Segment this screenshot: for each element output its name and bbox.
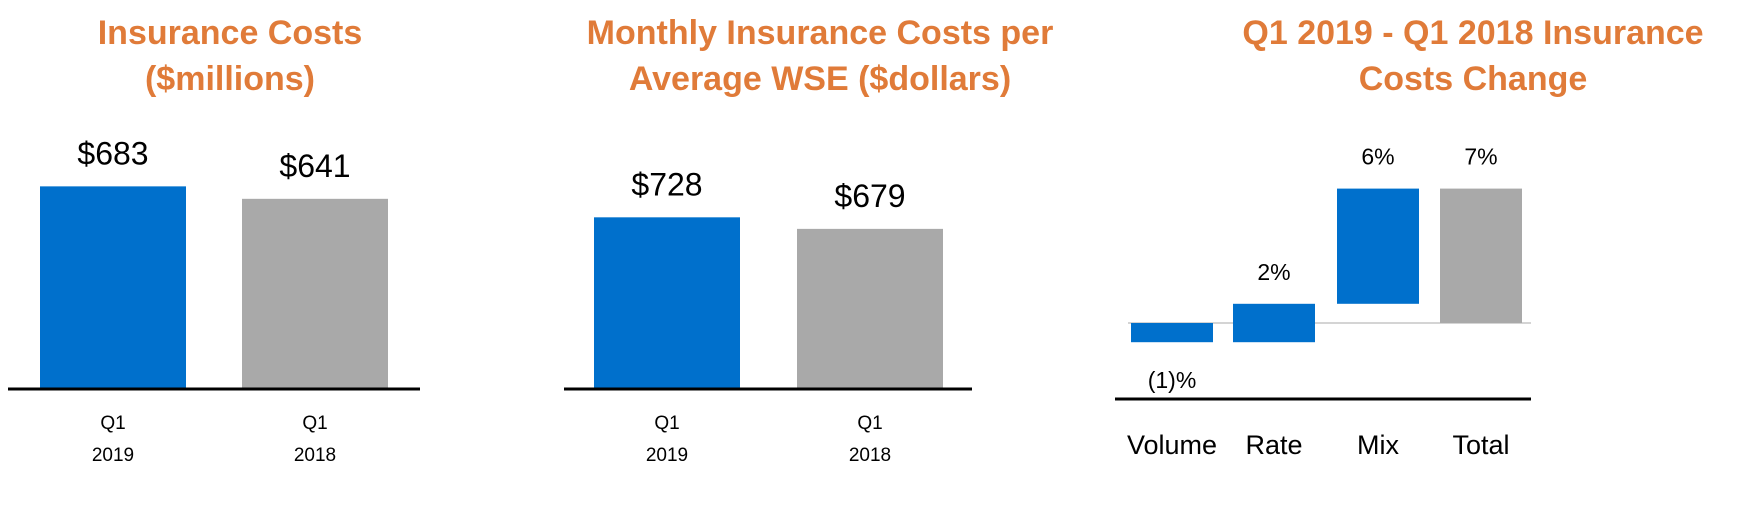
monthly-cost-per-wse-plot: $728 Q1 2019 $679 Q1 2018 [564,166,972,466]
x-tick-label: Q1 [654,413,679,434]
x-tick-label: Volume [1127,430,1217,460]
chart-title: Insurance Costs ($millions) [0,10,460,102]
bar-value-label: 6% [1361,144,1394,170]
chart-title: Q1 2019 - Q1 2018 Insurance Costs Change [1203,10,1743,102]
bar [594,217,740,389]
waterfall-bar [1131,323,1213,343]
insurance-costs-plot: $683 Q1 2019 $641 Q1 2018 [8,135,420,466]
bar-value-label: 7% [1464,144,1497,170]
x-tick-label: Total [1452,430,1509,460]
monthly-cost-per-wse-chart: Monthly Insurance Costs per Average WSE … [540,0,1100,520]
insurance-costs-chart: Insurance Costs ($millions) $683 Q1 2019 $6… [0,0,460,520]
x-tick-label: Q1 [100,413,125,434]
bar [242,198,388,389]
x-tick-label: Rate [1245,430,1302,460]
bar-value-label: $728 [631,166,702,202]
bar [797,228,943,389]
insurance-costs-change-chart: Q1 2019 - Q1 2018 Insurance Costs Change… [1115,0,1743,520]
chart-title-line-1: Monthly Insurance Costs per [586,14,1054,52]
insurance-costs-change-plot: (1)% Volume 2% Rate 6% Mix 7% Total [1115,144,1531,460]
chart-title-line-2: ($millions) [144,60,316,98]
bar-value-label: $679 [834,178,905,214]
x-tick-label: Q1 [302,413,327,434]
bar-value-label: 2% [1257,259,1290,285]
x-tick-label: Mix [1357,430,1399,460]
chart-title-line-2: Costs Change [1358,60,1588,98]
chart-title-line-2: Average WSE ($dollars) [628,60,1012,98]
bar-value-label: $683 [77,135,148,171]
x-tick-label: 2018 [294,445,336,466]
chart-title-line-1: Insurance Costs [97,14,363,52]
waterfall-bar [1233,303,1315,343]
bar-value-label: (1)% [1148,367,1197,393]
bar [40,186,186,389]
x-tick-label: 2019 [92,445,134,466]
waterfall-bar [1337,188,1419,304]
x-tick-label: Q1 [857,413,882,434]
bar-value-label: $641 [279,148,350,184]
chart-title: Monthly Insurance Costs per Average WSE … [540,10,1100,102]
x-tick-label: 2019 [646,445,688,466]
waterfall-bar [1440,188,1522,323]
chart-title-line-1: Q1 2019 - Q1 2018 Insurance [1242,14,1704,52]
x-tick-label: 2018 [849,445,891,466]
